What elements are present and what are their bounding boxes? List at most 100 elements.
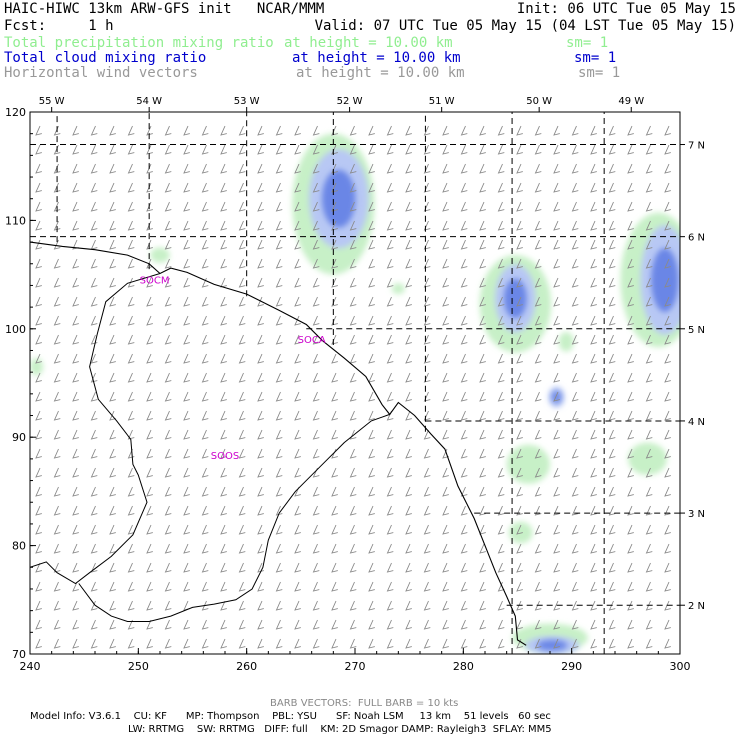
wind-barb (331, 315, 338, 326)
wind-barb (534, 524, 542, 535)
wind-barb (164, 467, 172, 478)
wind-barb (368, 619, 375, 630)
wind-barb (479, 543, 486, 554)
wind-barb (257, 562, 264, 573)
wind-barb (164, 562, 172, 573)
lon-label: 54 W (136, 96, 162, 107)
wind-barb (35, 600, 42, 611)
wind-barb (497, 163, 505, 174)
wind-barb (53, 201, 61, 212)
wind-barb (35, 125, 42, 136)
wind-barb (386, 429, 394, 440)
wind-barb (442, 581, 449, 592)
wind-barb (201, 201, 209, 212)
wind-barb (590, 410, 597, 421)
wind-barb (312, 410, 320, 421)
wind-barb (608, 277, 616, 288)
wind-barb (90, 619, 98, 630)
wind-barb (109, 182, 116, 193)
wind-barb (164, 543, 172, 554)
wind-barb (238, 619, 246, 630)
wind-barb (645, 201, 653, 212)
wind-barb (294, 619, 301, 630)
wind-barb (534, 296, 542, 307)
wind-barb (553, 619, 560, 630)
wind-barb (109, 296, 116, 307)
wind-barb (405, 467, 412, 478)
wind-barb (497, 410, 505, 421)
wind-barb (312, 315, 320, 326)
lat-label: 5 N (688, 325, 705, 336)
wind-barb (571, 125, 579, 136)
wind-barb (90, 315, 98, 326)
wind-barb (238, 258, 246, 269)
wind-barb (571, 315, 579, 326)
wind-barb (294, 429, 301, 440)
wind-barb (571, 429, 579, 440)
wind-barb (497, 201, 505, 212)
wind-barb (312, 391, 320, 402)
wind-barb (571, 258, 579, 269)
wind-barb (645, 277, 653, 288)
wind-barb (238, 600, 246, 611)
wind-barb (127, 391, 135, 402)
wind-barb (146, 505, 153, 516)
wind-barb (479, 277, 486, 288)
wind-barb (183, 277, 190, 288)
wind-barb (294, 296, 301, 307)
wind-barb (664, 125, 671, 136)
wind-barb (368, 505, 375, 516)
wind-barb (72, 163, 79, 174)
wind-barb (627, 505, 634, 516)
wind-barb (497, 372, 505, 383)
wind-barb (423, 581, 431, 592)
lon-label: 51 W (429, 96, 455, 107)
wind-barb (627, 524, 634, 535)
wind-barb (627, 277, 634, 288)
wind-barb (220, 391, 227, 402)
wind-barb (460, 296, 468, 307)
wind-barb (627, 600, 634, 611)
wind-barb (127, 296, 135, 307)
wind-barb (534, 334, 542, 345)
wind-barb (516, 600, 523, 611)
wind-barb (534, 239, 542, 250)
wind-barb (90, 258, 98, 269)
wind-barb (553, 125, 560, 136)
wind-barb (220, 638, 227, 649)
wind-barb (53, 543, 61, 554)
wind-barb (109, 429, 116, 440)
wind-barb (664, 334, 671, 345)
wind-barb (534, 258, 542, 269)
wind-barb (72, 581, 79, 592)
wind-barb (534, 220, 542, 231)
wind-barb (312, 372, 320, 383)
wind-barb (109, 277, 116, 288)
wind-barb (479, 315, 486, 326)
wind-barb (516, 467, 523, 478)
wind-barb (35, 410, 42, 421)
wind-barb (405, 391, 412, 402)
country-border (78, 413, 390, 622)
wind-barb (386, 524, 394, 535)
wind-barb (349, 543, 357, 554)
wind-barb (109, 467, 116, 478)
wind-barb (183, 163, 190, 174)
wind-barb (664, 353, 671, 364)
wind-barb (423, 467, 431, 478)
wind-barb (312, 334, 320, 345)
wind-barb (442, 486, 449, 497)
wind-barb (53, 448, 61, 459)
wind-barb (183, 562, 190, 573)
wind-barb (368, 353, 375, 364)
wind-barb (53, 467, 61, 478)
x-tick-label: 260 (236, 660, 257, 673)
wind-barb (312, 239, 320, 250)
wind-barb (460, 315, 468, 326)
wind-barb (294, 372, 301, 383)
wind-barb (109, 638, 116, 649)
wind-barb (164, 486, 172, 497)
wind-barb (423, 334, 431, 345)
wind-barb (331, 543, 338, 554)
wind-barb (201, 372, 209, 383)
